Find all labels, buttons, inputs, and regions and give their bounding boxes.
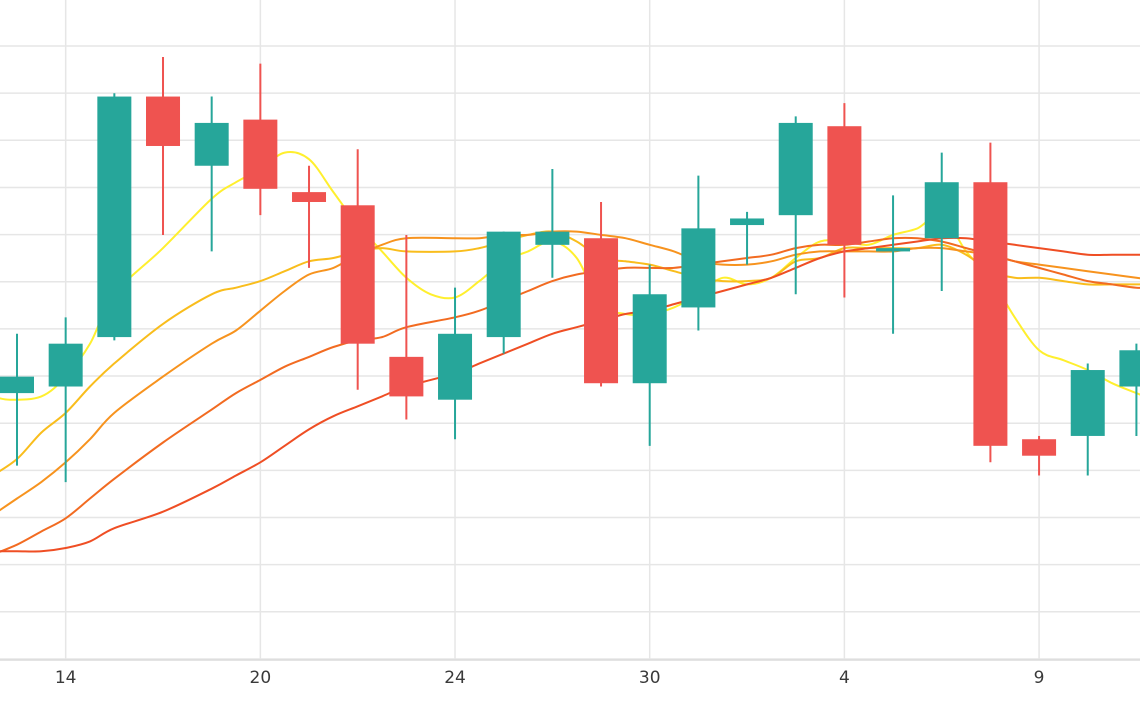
- candle-body: [584, 238, 619, 384]
- candle-body: [438, 333, 473, 400]
- candle: [778, 116, 813, 295]
- candle-body: [876, 248, 911, 252]
- candle-body: [827, 126, 862, 245]
- candle-body: [973, 182, 1008, 446]
- x-tick-label: 9: [1034, 668, 1045, 688]
- candles: [0, 57, 1140, 483]
- candle: [1022, 435, 1057, 476]
- candle-body: [1070, 370, 1105, 436]
- moving-average-line-5: [0, 236, 1140, 553]
- candle-body: [535, 231, 570, 245]
- candle-body: [681, 228, 716, 308]
- candle: [681, 175, 716, 331]
- candle-body: [486, 231, 521, 338]
- candle-body: [632, 294, 667, 384]
- candle: [827, 103, 862, 298]
- x-tick-label: 4: [839, 668, 850, 688]
- candle-body: [97, 96, 132, 338]
- candle: [1070, 363, 1105, 476]
- x-tick-label: 24: [444, 668, 466, 688]
- moving-average-line-2: [0, 230, 1140, 473]
- candle: [97, 93, 132, 341]
- candle-body: [292, 192, 327, 202]
- candle: [632, 264, 667, 446]
- candle-body: [389, 356, 424, 397]
- candle-body: [730, 218, 765, 226]
- moving-average-lines: [0, 150, 1140, 553]
- candle-body: [48, 343, 83, 387]
- candle-body: [243, 119, 278, 189]
- moving-average-line-4: [0, 236, 1140, 553]
- candle: [438, 287, 473, 440]
- candle: [48, 317, 83, 483]
- candle-body: [146, 96, 181, 146]
- candle: [292, 165, 327, 268]
- candle: [389, 234, 424, 420]
- x-tick-label: 14: [55, 668, 77, 688]
- candle: [243, 63, 278, 216]
- candle-body: [340, 205, 375, 344]
- candle-body: [194, 122, 229, 166]
- candle: [924, 152, 959, 291]
- candle: [876, 195, 911, 334]
- candle-body: [0, 376, 34, 394]
- candle: [146, 57, 181, 235]
- candle: [730, 211, 765, 265]
- x-axis: 14 20 24 30 4 9: [0, 659, 1140, 688]
- candle-body: [1022, 439, 1057, 456]
- x-tick-label: 30: [639, 668, 661, 688]
- candle: [194, 96, 229, 252]
- candle: [584, 201, 619, 387]
- moving-average-line-3: [0, 230, 1140, 512]
- candle-body: [778, 122, 813, 216]
- candle: [1119, 343, 1140, 436]
- moving-average-line-1: [0, 150, 1140, 401]
- candle: [0, 333, 34, 466]
- candle: [535, 169, 570, 278]
- candle: [486, 231, 521, 354]
- candle-body: [924, 182, 959, 239]
- candle: [340, 149, 375, 390]
- x-tick-label: 20: [250, 668, 272, 688]
- candle-body: [1119, 350, 1140, 387]
- candle: [973, 142, 1008, 463]
